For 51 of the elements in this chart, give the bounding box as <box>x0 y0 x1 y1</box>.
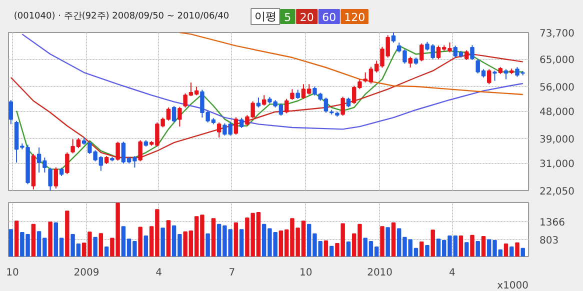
y-tick-label: 73,700 <box>540 28 574 40</box>
candlestick <box>504 68 508 80</box>
x-tick-label: 7 <box>228 268 236 278</box>
candlestick <box>138 140 142 162</box>
text: 60 <box>322 11 336 24</box>
candlestick <box>262 94 266 106</box>
text: 20 <box>300 11 314 24</box>
candlestick <box>492 70 497 82</box>
candlestick <box>216 122 222 138</box>
candlestick <box>256 97 261 108</box>
y-tick-label: 39,000 <box>540 134 574 146</box>
candlestick <box>487 68 492 85</box>
candlestick <box>470 44 474 61</box>
text: x1000 <box>497 280 529 291</box>
candlestick <box>296 89 300 100</box>
candlestick <box>116 141 120 162</box>
legend-title: 이평 <box>254 10 276 23</box>
line-series <box>179 32 524 96</box>
candlestick <box>8 100 14 125</box>
y-tick-label: 65,000 <box>540 55 574 66</box>
chart-title: (001040) · 주간(92주) 2008/09/50 ~ 2010/06/40 <box>14 12 230 22</box>
x-tick-label: 2009 <box>74 268 100 278</box>
y-tick-label: 803 <box>540 236 559 247</box>
x-tick-label: 2010 <box>367 268 393 278</box>
candlestick <box>178 106 182 128</box>
line-series <box>22 34 524 130</box>
candlestick <box>420 43 424 62</box>
candlestick <box>346 97 351 108</box>
text: 5 <box>284 11 292 24</box>
candlestick <box>290 88 294 100</box>
candlestick <box>391 32 396 44</box>
candlestick <box>284 98 289 114</box>
candlestick <box>234 116 238 136</box>
y-tick-label: 56,000 <box>540 82 574 94</box>
text: 120 <box>344 11 366 24</box>
x-tick-label: 4 <box>448 268 456 278</box>
candlestick <box>172 105 176 123</box>
y-tick-label: 22,050 <box>540 186 574 198</box>
candlestick <box>340 96 345 116</box>
candlestick <box>65 152 70 175</box>
candlestick <box>464 50 469 61</box>
y-tick-label: 1366 <box>540 217 565 228</box>
x-tick-label: 10 <box>300 268 312 278</box>
x-tick-label: 4 <box>156 268 162 278</box>
y-tick-label: 31,000 <box>540 159 574 170</box>
y-tick-label: 48,000 <box>540 107 574 118</box>
candlestick <box>54 166 58 190</box>
candlestick <box>408 56 412 68</box>
x-tick-label: 10 <box>6 268 19 278</box>
candlestick <box>239 117 244 128</box>
candlestick <box>48 167 52 190</box>
